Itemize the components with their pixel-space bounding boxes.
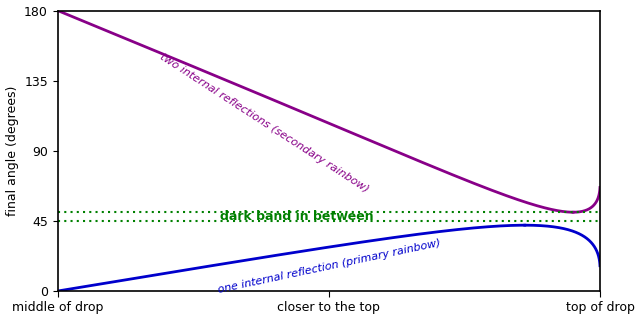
Text: dark band in between: dark band in between	[220, 210, 374, 223]
Text: one internal reflection (primary rainbow): one internal reflection (primary rainbow…	[216, 237, 441, 295]
Text: two internal reflections (secondary rainbow): two internal reflections (secondary rain…	[157, 51, 370, 194]
Y-axis label: final angle (degrees): final angle (degrees)	[6, 86, 19, 216]
